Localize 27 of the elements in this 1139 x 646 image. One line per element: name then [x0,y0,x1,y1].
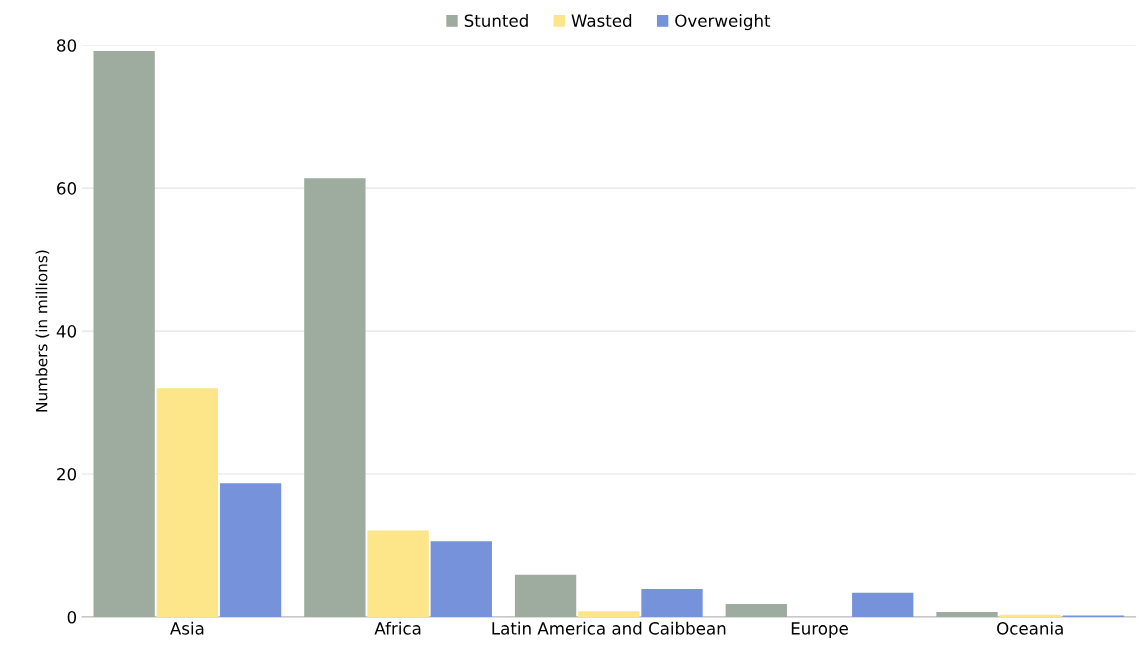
y-tick-label: 40 [56,325,77,338]
y-axis-title: Numbers (in millions) [35,250,50,412]
y-tick-label: 20 [57,467,77,481]
bar [641,589,703,617]
legend-label: Wasted [571,14,632,27]
legend-label: Overweight [675,14,771,31]
x-tick-label: Asia [170,621,204,635]
x-tick-label: Oceania [997,621,1063,635]
y-tick-label: 60 [57,182,77,195]
bar [156,388,219,617]
y-tick-label: 80 [57,39,77,52]
bar [725,604,787,617]
x-tick-label: Latin America and Caibbean [492,621,726,635]
bar [936,611,998,617]
y-tick-label: 0 [67,610,77,624]
bar [219,483,282,617]
bar [93,50,155,617]
bar [852,592,914,617]
bar [367,530,429,617]
x-tick-label: Africa [374,621,421,635]
x-tick-label: Europe [791,622,848,638]
bar [430,541,492,617]
bar [999,614,1061,617]
bar [304,178,366,617]
bar [578,611,640,617]
bar [514,574,577,617]
legend-label: Stunted [464,14,528,27]
